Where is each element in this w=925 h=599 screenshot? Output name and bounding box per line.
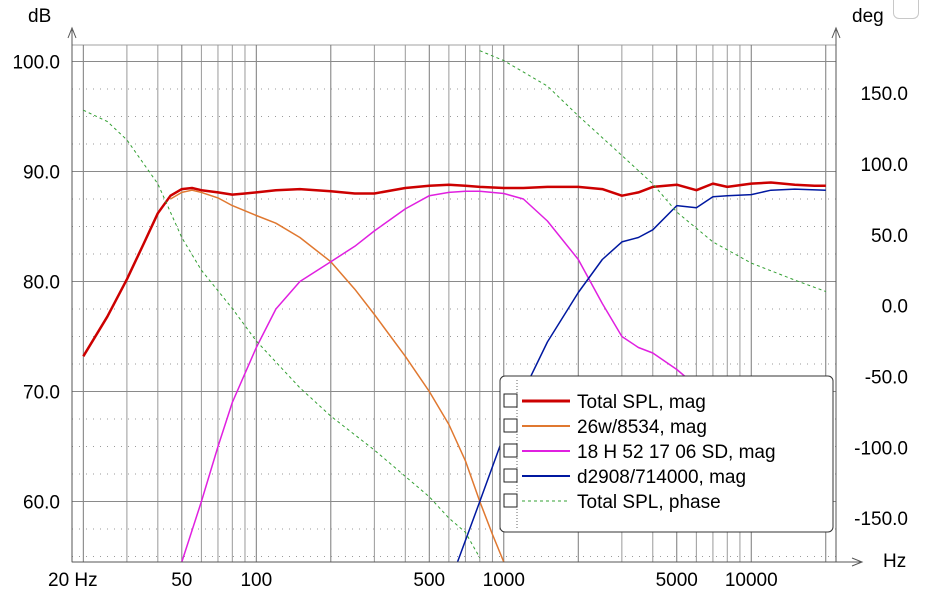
- right-axis-label: deg: [852, 6, 884, 27]
- x-tick-label: 5000: [656, 570, 698, 591]
- series-line-2: [181, 190, 728, 562]
- x-tick-label: 10000: [725, 570, 778, 591]
- left-tick-label: 60.0: [23, 493, 60, 514]
- left-axis-label: dB: [28, 6, 51, 27]
- series-line-0: [82, 181, 826, 357]
- legend-label: Total SPL, phase: [577, 492, 721, 513]
- left-tick-label: 80.0: [23, 273, 60, 294]
- legend-label: 26w/8534, mag: [577, 417, 707, 438]
- left-tick-label: 100.0: [12, 53, 60, 74]
- legend-label: 18 H 52 17 06 SD, mag: [577, 442, 776, 463]
- right-tick-label: -100.0: [854, 438, 908, 459]
- axes: dB deg Hz 100.0 90.0 80.0 70.0 60.0 150.0 100.0 50…: [12, 6, 908, 591]
- right-tick-label: 0.0: [882, 297, 908, 318]
- legend-label: d2908/714000, mag: [577, 467, 746, 488]
- left-tick-label: 90.0: [23, 163, 60, 184]
- series-line-1: [170, 189, 505, 562]
- right-tick-label: 50.0: [871, 226, 908, 247]
- legend-checkbox: [503, 418, 518, 433]
- legend-checkbox: [503, 493, 518, 508]
- legend: Total SPL, mag 26w/8534, mag 18 H 52 17 06…: [499, 375, 834, 533]
- x-tick-label: 50: [171, 570, 192, 591]
- x-tick-label: 1000: [483, 570, 525, 591]
- right-tick-label: -50.0: [865, 367, 908, 388]
- right-tick-label: 100.0: [860, 155, 908, 176]
- left-axis-arrow: [67, 26, 77, 39]
- x-tick-label: 500: [413, 570, 445, 591]
- legend-label: Total SPL, mag: [577, 392, 706, 413]
- x-tick-label: 100: [240, 570, 272, 591]
- legend-box: [499, 375, 834, 533]
- legend-checkbox: [503, 443, 518, 458]
- right-tick-label: 150.0: [860, 84, 908, 105]
- left-tick-label: 70.0: [23, 383, 60, 404]
- right-axis-arrow: [831, 26, 841, 39]
- right-tick-label: -150.0: [854, 509, 908, 530]
- x-axis-arrow: [851, 557, 864, 567]
- series-line-4: [83, 50, 826, 559]
- x-tick-label: 20 Hz: [48, 570, 98, 591]
- legend-checkbox: [503, 468, 518, 483]
- legend-checkbox: [503, 393, 518, 408]
- corner-toggle[interactable]: [893, 0, 919, 19]
- x-axis-label: Hz: [883, 551, 906, 572]
- grid: [71, 44, 837, 563]
